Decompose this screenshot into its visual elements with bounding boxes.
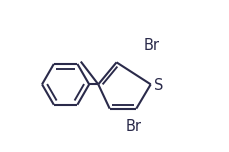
Text: Br: Br xyxy=(125,119,141,134)
Text: S: S xyxy=(154,78,163,93)
Text: Br: Br xyxy=(143,38,159,53)
